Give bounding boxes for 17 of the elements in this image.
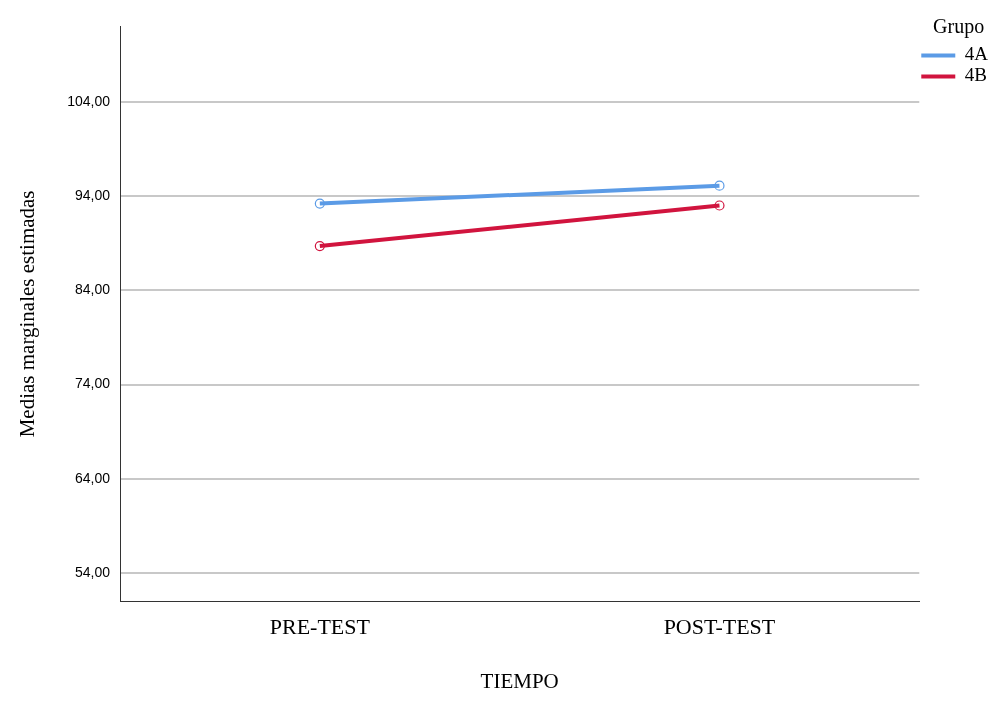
point [314,198,325,209]
legend-title: Grupo [933,15,985,39]
y-tick-label: 104,00 [67,92,111,109]
point [714,200,725,211]
y-tick-label: 54,00 [74,563,111,580]
x-tick-label: POST-TEST [663,614,776,640]
point [714,180,725,191]
x-axis-title: TIEMPO [480,668,559,693]
y-tick-label: 74,00 [74,375,111,392]
y-tick-label: 64,00 [74,469,111,486]
legend-label: 4A [964,43,989,65]
x-tick-label: PRE-TEST [269,614,371,640]
y-axis-title: Medias marginales estimadas [15,190,40,438]
y-tick-label: 84,00 [74,281,111,298]
legend-label: 4B [964,64,987,86]
y-tick-label: 94,00 [74,186,111,203]
point [314,240,325,252]
